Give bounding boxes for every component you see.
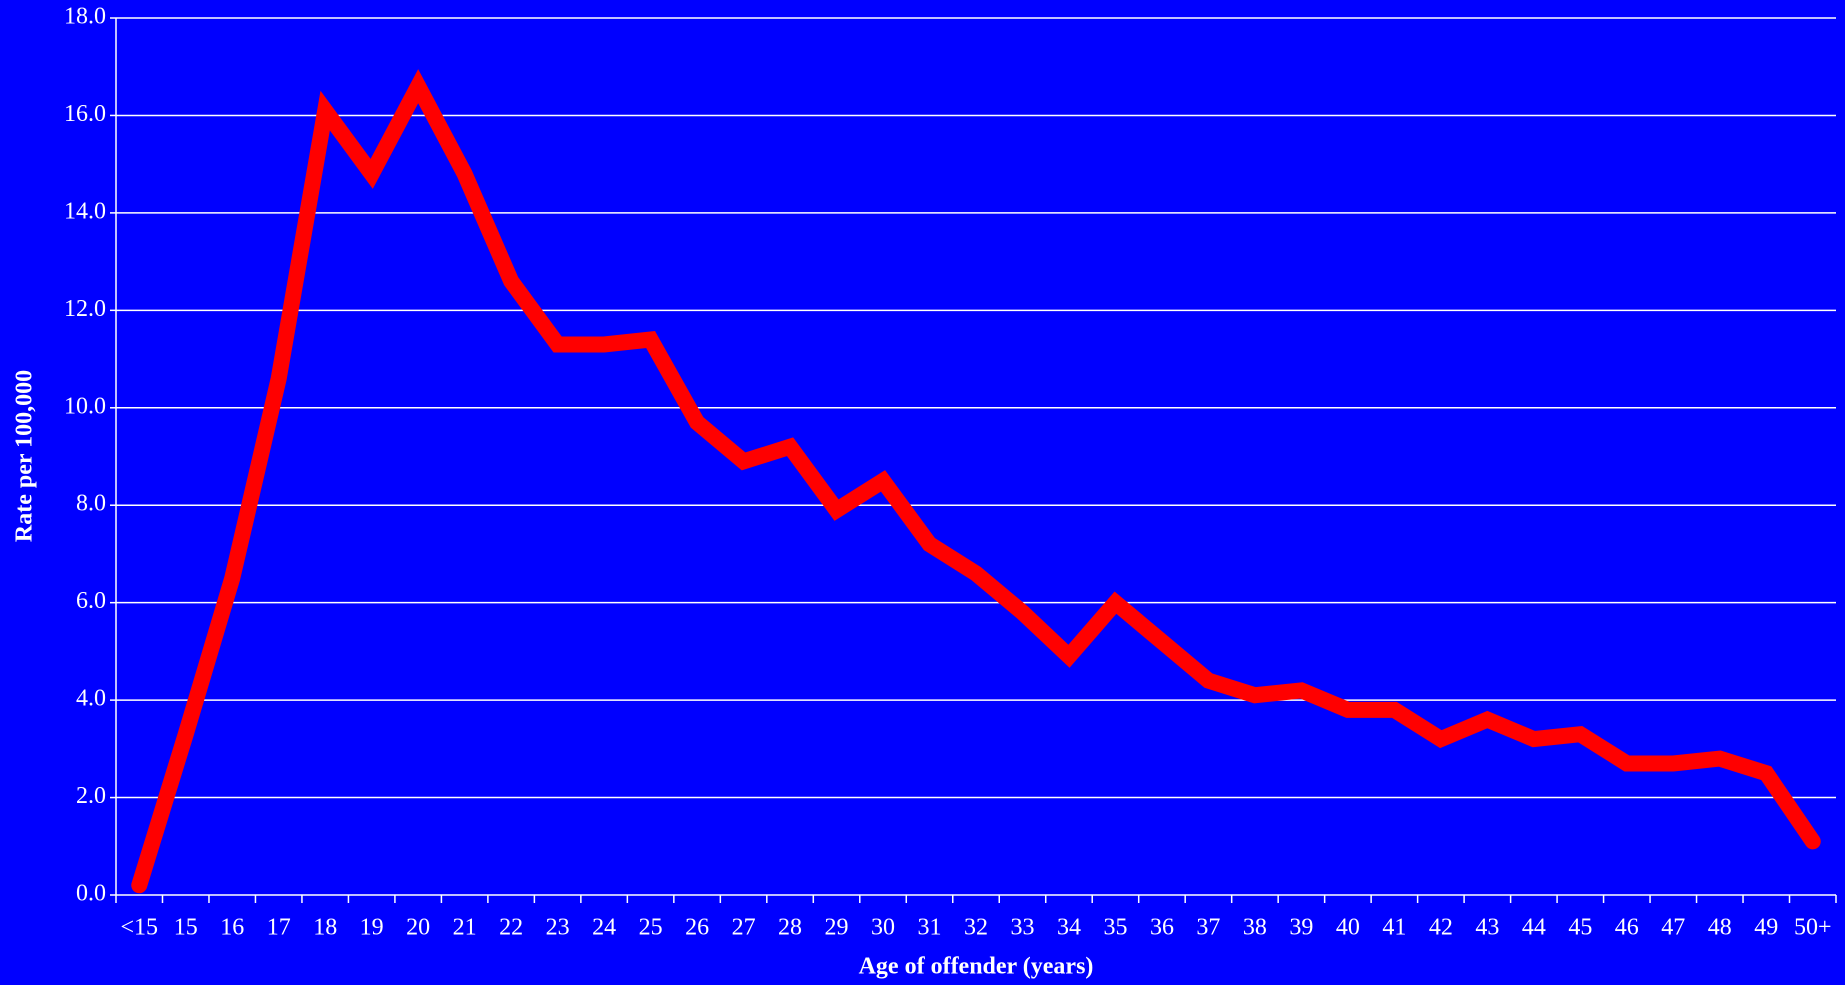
x-tick-label: 31: [918, 915, 942, 941]
x-tick-label: 28: [778, 915, 802, 941]
y-tick-label: 4.0: [76, 686, 106, 712]
x-tick-label: 49: [1754, 915, 1778, 941]
x-tick-label: 30: [871, 915, 895, 941]
x-tick-label: 26: [685, 915, 709, 941]
y-tick-label: 6.0: [76, 588, 106, 614]
x-tick-label: 48: [1708, 915, 1732, 941]
x-tick-label: 33: [1010, 915, 1034, 941]
x-tick-label: 19: [360, 915, 384, 941]
x-tick-label: 17: [267, 915, 291, 941]
x-tick-label: 16: [220, 915, 244, 941]
x-tick-label: 47: [1661, 915, 1685, 941]
x-tick-label: 21: [453, 915, 477, 941]
x-tick-label: 22: [499, 915, 523, 941]
x-tick-label: 50+: [1794, 915, 1832, 941]
x-tick-label: 41: [1382, 915, 1406, 941]
x-tick-label: <15: [120, 915, 158, 941]
x-tick-label: 46: [1615, 915, 1639, 941]
y-tick-label: 10.0: [64, 393, 106, 419]
x-tick-label: 20: [406, 915, 430, 941]
y-tick-label: 12.0: [64, 296, 106, 322]
x-tick-label: 27: [732, 915, 756, 941]
x-tick-label: 37: [1196, 915, 1220, 941]
x-tick-label: 29: [825, 915, 849, 941]
x-tick-label: 35: [1103, 915, 1127, 941]
y-tick-label: 2.0: [76, 783, 106, 809]
y-tick-label: 16.0: [64, 101, 106, 127]
x-tick-label: 43: [1475, 915, 1499, 941]
x-tick-label: 42: [1429, 915, 1453, 941]
y-tick-label: 8.0: [76, 491, 106, 517]
x-tick-label: 25: [639, 915, 663, 941]
x-tick-label: 40: [1336, 915, 1360, 941]
x-tick-label: 36: [1150, 915, 1174, 941]
x-axis-title: Age of offender (years): [859, 954, 1094, 980]
x-tick-label: 44: [1522, 915, 1546, 941]
x-tick-label: 15: [174, 915, 198, 941]
x-tick-label: 32: [964, 915, 988, 941]
x-tick-label: 18: [313, 915, 337, 941]
y-tick-label: 18.0: [64, 4, 106, 30]
x-tick-label: 39: [1289, 915, 1313, 941]
y-tick-label: 14.0: [64, 198, 106, 224]
x-tick-label: 45: [1568, 915, 1592, 941]
x-tick-label: 34: [1057, 915, 1081, 941]
x-tick-label: 38: [1243, 915, 1267, 941]
x-tick-label: 23: [546, 915, 570, 941]
y-tick-label: 0.0: [76, 881, 106, 907]
x-tick-label: 24: [592, 915, 616, 941]
y-axis-title: Rate per 100,000: [12, 370, 38, 542]
data-line: [131, 69, 1821, 894]
